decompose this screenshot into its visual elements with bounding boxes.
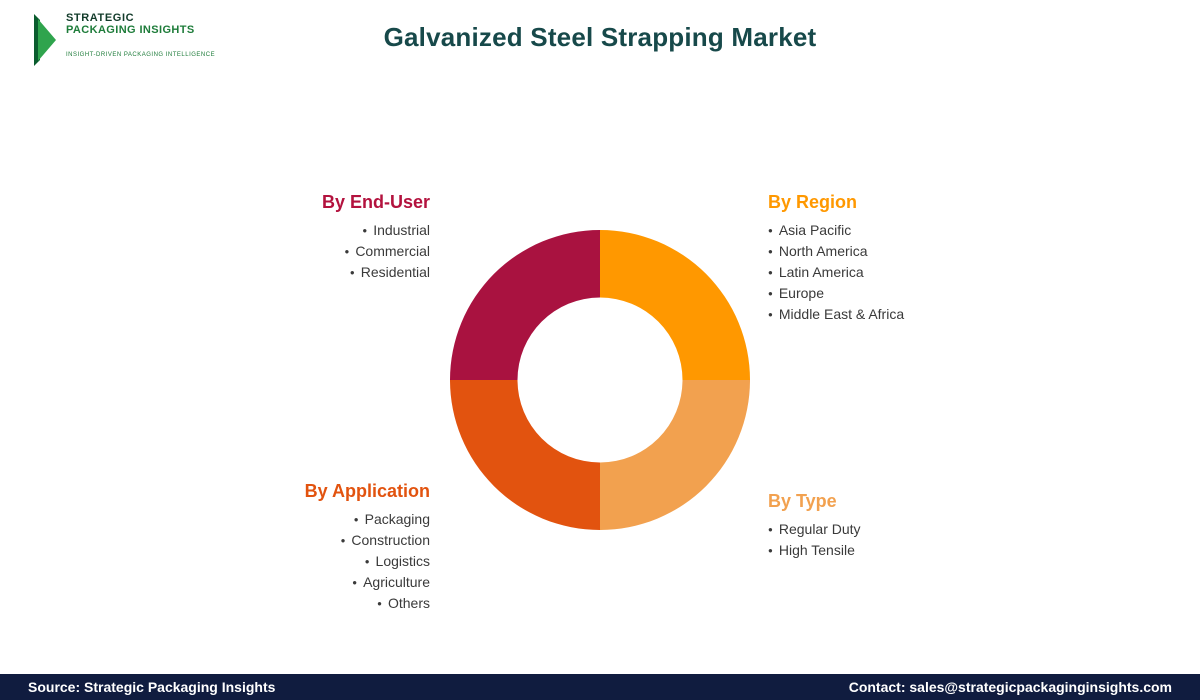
segment-item: High Tensile xyxy=(768,540,861,561)
section-list-region: Asia PacificNorth AmericaLatin AmericaEu… xyxy=(768,220,904,325)
logo-line1: STRATEGIC xyxy=(66,12,135,24)
segment-item: Asia Pacific xyxy=(768,220,904,241)
donut-segment-by-end-user xyxy=(450,230,600,380)
section-list-end-user: IndustrialCommercialResidential xyxy=(322,220,430,283)
donut-svg xyxy=(450,230,750,530)
section-application: By Application PackagingConstructionLogi… xyxy=(305,481,430,614)
donut-segment-by-application xyxy=(450,380,600,530)
segment-item: Latin America xyxy=(768,262,904,283)
page-title: Galvanized Steel Strapping Market xyxy=(383,22,817,52)
segment-item: Residential xyxy=(322,262,430,283)
donut-segment-by-type xyxy=(600,380,750,530)
section-heading-type: By Type xyxy=(768,491,837,511)
segment-item: North America xyxy=(768,241,904,262)
footer-contact: Contact: sales@strategicpackaginginsight… xyxy=(848,679,1172,695)
logo: STRATEGIC PACKAGING INSIGHTS INSIGHT-DRI… xyxy=(30,12,215,68)
section-heading-application: By Application xyxy=(304,481,430,501)
segment-item: Agriculture xyxy=(305,572,430,593)
footer-bar: Source: Strategic Packaging Insights Con… xyxy=(0,674,1200,700)
section-list-application: PackagingConstructionLogisticsAgricultur… xyxy=(305,509,430,614)
logo-line2: PACKAGING INSIGHTS xyxy=(66,24,195,36)
logo-tagline: INSIGHT-DRIVEN PACKAGING INTELLIGENCE xyxy=(66,52,216,58)
section-list-type: Regular DutyHigh Tensile xyxy=(768,519,861,561)
segment-item: Europe xyxy=(768,283,904,304)
segment-item: Commercial xyxy=(322,241,430,262)
logo-text: STRATEGIC PACKAGING INSIGHTS INSIGHT-DRI… xyxy=(66,12,215,58)
donut-chart xyxy=(450,230,750,530)
segment-item: Middle East & Africa xyxy=(768,304,904,325)
segment-item: Construction xyxy=(305,530,430,551)
logo-arrow-icon xyxy=(34,14,56,66)
section-type: By Type Regular DutyHigh Tensile xyxy=(768,491,861,561)
footer-source: Source: Strategic Packaging Insights xyxy=(28,679,276,695)
segment-item: Others xyxy=(305,593,430,614)
segment-item: Industrial xyxy=(322,220,430,241)
section-heading-end-user: By End-User xyxy=(321,192,430,212)
section-heading-region: By Region xyxy=(768,192,858,212)
segment-item: Logistics xyxy=(305,551,430,572)
donut-segment-by-region xyxy=(600,230,750,380)
section-region: By Region Asia PacificNorth AmericaLatin… xyxy=(768,192,904,325)
segment-item: Regular Duty xyxy=(768,519,861,540)
segment-item: Packaging xyxy=(305,509,430,530)
section-end-user: By End-User IndustrialCommercialResident… xyxy=(322,192,430,283)
